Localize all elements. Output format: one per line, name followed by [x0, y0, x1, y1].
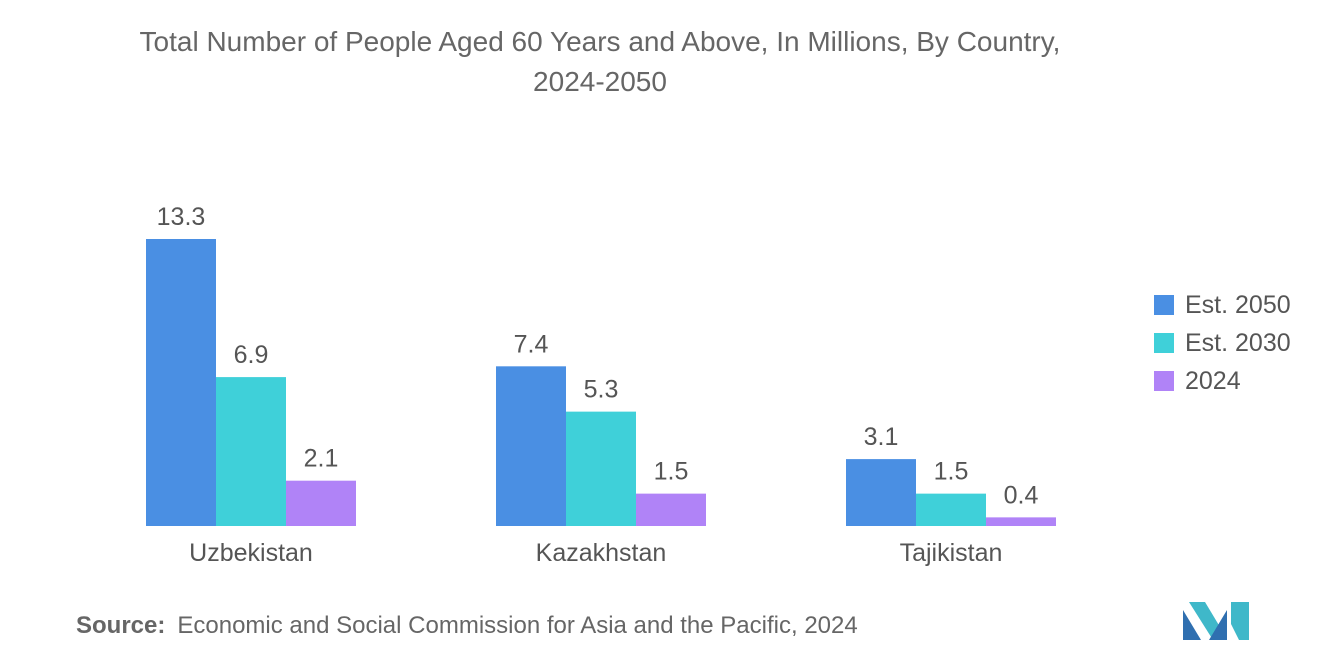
- data-label: 7.4: [514, 330, 549, 358]
- bar-kazakhstan-2024: [636, 493, 706, 526]
- legend-item: 2024: [1154, 362, 1291, 400]
- data-label: 1.5: [934, 458, 969, 486]
- chart-title: Total Number of People Aged 60 Years and…: [0, 22, 1200, 102]
- bar-uzbekistan-est-2030: [216, 377, 286, 526]
- chart-title-line-2: 2024-2050: [533, 66, 667, 97]
- data-label: 0.4: [1004, 481, 1039, 509]
- bar-uzbekistan-est-2050: [146, 239, 216, 526]
- brand-logo-icon: [1183, 602, 1249, 640]
- data-label: 6.9: [234, 341, 269, 369]
- legend-item: Est. 2030: [1154, 324, 1291, 362]
- data-label: 5.3: [584, 376, 619, 404]
- data-label: 13.3: [157, 203, 206, 231]
- x-tick-label: Uzbekistan: [189, 539, 313, 567]
- source-text: Economic and Social Commission for Asia …: [177, 612, 858, 639]
- bar-kazakhstan-est-2030: [566, 411, 636, 526]
- source-note: Source: Economic and Social Commission fo…: [76, 612, 858, 640]
- legend-item: Est. 2050: [1154, 286, 1291, 324]
- data-label: 1.5: [654, 458, 689, 486]
- chart-legend: Est. 2050 Est. 2030 2024: [1154, 286, 1291, 400]
- legend-label: Est. 2050: [1185, 290, 1291, 319]
- legend-swatch: [1154, 333, 1174, 353]
- legend-label: 2024: [1185, 366, 1241, 395]
- legend-swatch: [1154, 371, 1174, 391]
- x-tick-label: Tajikistan: [900, 539, 1003, 567]
- bar-tajikistan-est-2050: [846, 459, 916, 526]
- legend-swatch: [1154, 295, 1174, 315]
- data-label: 3.1: [864, 423, 899, 451]
- x-tick-label: Kazakhstan: [536, 539, 667, 567]
- source-label: Source:: [76, 612, 166, 639]
- chart-title-line-1: Total Number of People Aged 60 Years and…: [139, 26, 1061, 57]
- bar-uzbekistan-2024: [286, 480, 356, 526]
- data-label: 2.1: [304, 445, 339, 473]
- bar-kazakhstan-est-2050: [496, 366, 566, 526]
- bar-tajikistan-2024: [986, 517, 1056, 526]
- legend-label: Est. 2030: [1185, 328, 1291, 357]
- bar-tajikistan-est-2030: [916, 493, 986, 526]
